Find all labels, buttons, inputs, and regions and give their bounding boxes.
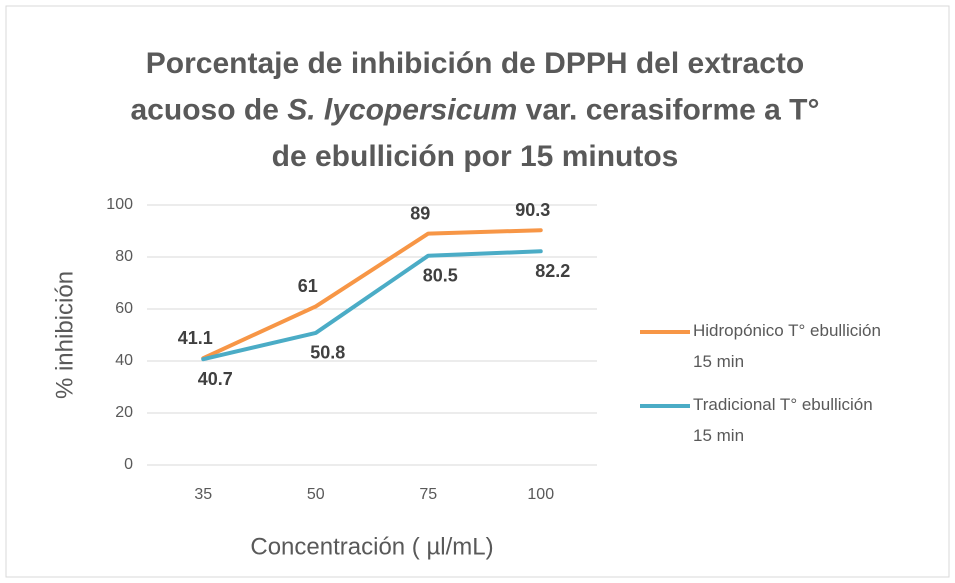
- title-segment: Porcentaje de inhibición de DPPH del ext…: [146, 47, 805, 80]
- x-tick-label: 50: [307, 486, 325, 503]
- series-line: [201, 249, 543, 362]
- legend-label-line: Tradicional T° ebullición: [693, 395, 873, 414]
- data-label: 80.5: [423, 265, 458, 285]
- title-segment: S. lycopersicum: [287, 93, 517, 126]
- title-segment: de ebullición por 15 minutos: [272, 140, 679, 173]
- data-label: 40.7: [198, 369, 233, 389]
- x-tick-label: 75: [419, 486, 437, 503]
- y-tick-label: 40: [115, 352, 133, 369]
- title-segment: var. cerasiforme a T°: [517, 93, 819, 126]
- title-segment: acuoso de: [131, 93, 288, 126]
- data-label: 61: [298, 276, 318, 296]
- legend-label: Hidropónico T° ebullición 15 min: [693, 321, 881, 371]
- x-tick-label: 35: [194, 486, 212, 503]
- chart-title: acuoso de S. lycopersicum var. cerasifor…: [131, 93, 820, 126]
- y-tick-label: 100: [106, 196, 133, 213]
- series-line: [201, 228, 543, 361]
- data-label: 90.3: [515, 200, 550, 220]
- legend-label: Tradicional T° ebullición 15 min: [693, 395, 873, 445]
- legend-label-line: 15 min: [693, 352, 744, 371]
- x-axis-title: Concentración ( µl/mL): [250, 533, 493, 560]
- data-label: 50.8: [310, 343, 345, 363]
- y-tick-label: 20: [115, 404, 133, 421]
- chart-title: Porcentaje de inhibición de DPPH del ext…: [146, 47, 805, 80]
- data-label: 82.2: [535, 261, 570, 281]
- data-label: 41.1: [178, 328, 213, 348]
- legend-label-line: 15 min: [693, 426, 744, 445]
- chart-title: de ebullición por 15 minutos: [272, 140, 679, 173]
- y-tick-label: 80: [115, 248, 133, 265]
- y-tick-label: 60: [115, 300, 133, 317]
- legend-label-line: Hidropónico T° ebullición: [693, 321, 881, 340]
- data-label: 89: [410, 203, 430, 223]
- chart-border: [5, 5, 950, 578]
- x-tick-label: 100: [527, 486, 554, 503]
- y-axis-title: % inhibición: [51, 271, 78, 399]
- y-tick-label: 0: [124, 456, 133, 473]
